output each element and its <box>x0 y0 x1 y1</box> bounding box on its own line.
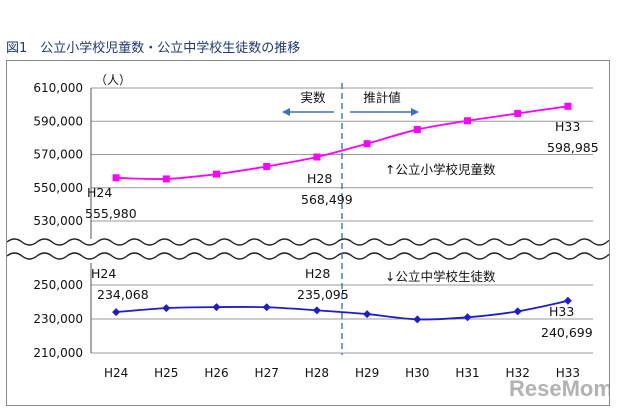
chart-panel: （人） 610,000 590,000 570,000 550,000 530,000 25… <box>6 60 610 406</box>
data-point-junior-high <box>413 315 422 324</box>
y-tick-label: 570,000 <box>33 148 83 162</box>
watermark-logo: ReseMom <box>509 376 609 401</box>
data-point-elementary <box>313 153 321 161</box>
data-point-junior-high <box>463 313 472 322</box>
line-chart: （人） 610,000 590,000 570,000 550,000 530,000 25… <box>7 73 609 401</box>
x-tick-label: H24 <box>104 366 128 380</box>
data-point-elementary <box>464 117 471 125</box>
series-legend-junior-high: ↓公立中学校生徒数 <box>385 269 496 284</box>
x-tick-label: H27 <box>255 366 279 380</box>
y-tick-label: 210,000 <box>33 346 83 360</box>
data-point-junior-high <box>312 306 321 315</box>
y-tick-label: 550,000 <box>33 181 83 195</box>
actual-arrowhead <box>282 108 290 116</box>
data-point-elementary <box>413 126 421 134</box>
data-point-junior-high <box>262 303 271 312</box>
data-label-year-elementary: H33 <box>555 119 580 134</box>
data-label-value-junior-high: 235,095 <box>297 287 349 302</box>
axis-break <box>7 238 609 260</box>
series-line-elementary <box>116 105 569 180</box>
x-tick-label: H26 <box>204 366 228 380</box>
data-point-elementary <box>363 140 371 148</box>
data-point-junior-high <box>112 308 121 317</box>
figure-title: 図1 公立小学校児童数・公立中学校生徒数の推移 <box>6 41 301 56</box>
data-label-year-junior-high: H33 <box>549 304 574 319</box>
x-tick-label: H25 <box>154 366 178 380</box>
y-tick-label: 530,000 <box>33 214 83 228</box>
data-point-junior-high <box>563 296 572 305</box>
data-label-year-junior-high: H24 <box>91 266 116 281</box>
x-tick-label: H28 <box>305 366 329 380</box>
estimate-divider: 実数 推計値 <box>282 83 419 355</box>
x-tick-label: H33 <box>556 366 580 380</box>
x-tick-label: H30 <box>405 366 429 380</box>
data-label-value-junior-high: 240,699 <box>541 325 593 340</box>
data-point-elementary <box>514 109 522 117</box>
estimate-arrowhead <box>411 108 419 116</box>
data-label-year-elementary: H24 <box>87 185 112 200</box>
y-axis-unit: （人） <box>95 73 131 87</box>
series-legend-elementary: ↑公立小学校児童数 <box>385 162 496 177</box>
x-tick-label: H32 <box>506 366 530 380</box>
axis-break-wave <box>7 238 609 246</box>
data-point-elementary <box>162 175 170 183</box>
data-point-elementary <box>263 162 271 170</box>
y-tick-label: 250,000 <box>33 278 83 292</box>
actual-label: 実数 <box>300 90 326 105</box>
data-point-junior-high <box>162 304 171 313</box>
data-label-value-elementary: 598,985 <box>547 140 599 155</box>
data-label-year-junior-high: H28 <box>305 266 330 281</box>
data-label-value-elementary: 568,499 <box>301 192 353 207</box>
x-tick-label: H31 <box>455 366 479 380</box>
data-label-value-elementary: 555,980 <box>85 206 137 221</box>
data-point-elementary <box>112 174 120 182</box>
data-label-value-junior-high: 234,068 <box>97 287 149 302</box>
series-layer <box>112 102 572 324</box>
series-line-junior-high <box>116 299 569 321</box>
y-tick-label: 610,000 <box>33 81 83 95</box>
data-label-year-elementary: H28 <box>307 171 332 186</box>
data-point-elementary <box>564 102 572 110</box>
axes: （人） 610,000 590,000 570,000 550,000 530,000 25… <box>33 73 580 380</box>
axis-break-wave <box>7 252 609 260</box>
x-tick-label: H29 <box>355 366 379 380</box>
axis-break-gap <box>7 241 609 257</box>
data-point-junior-high <box>363 310 372 319</box>
data-point-elementary <box>213 170 220 178</box>
y-tick-label: 230,000 <box>33 312 83 326</box>
data-point-junior-high <box>212 303 221 312</box>
data-point-junior-high <box>513 307 522 316</box>
y-tick-label: 590,000 <box>33 114 83 128</box>
label-layer: ↑公立小学校児童数 ↓公立中学校生徒数 H24 555,980 H28 568,499 H3… <box>85 119 599 340</box>
estimate-label: 推計値 <box>363 90 401 105</box>
